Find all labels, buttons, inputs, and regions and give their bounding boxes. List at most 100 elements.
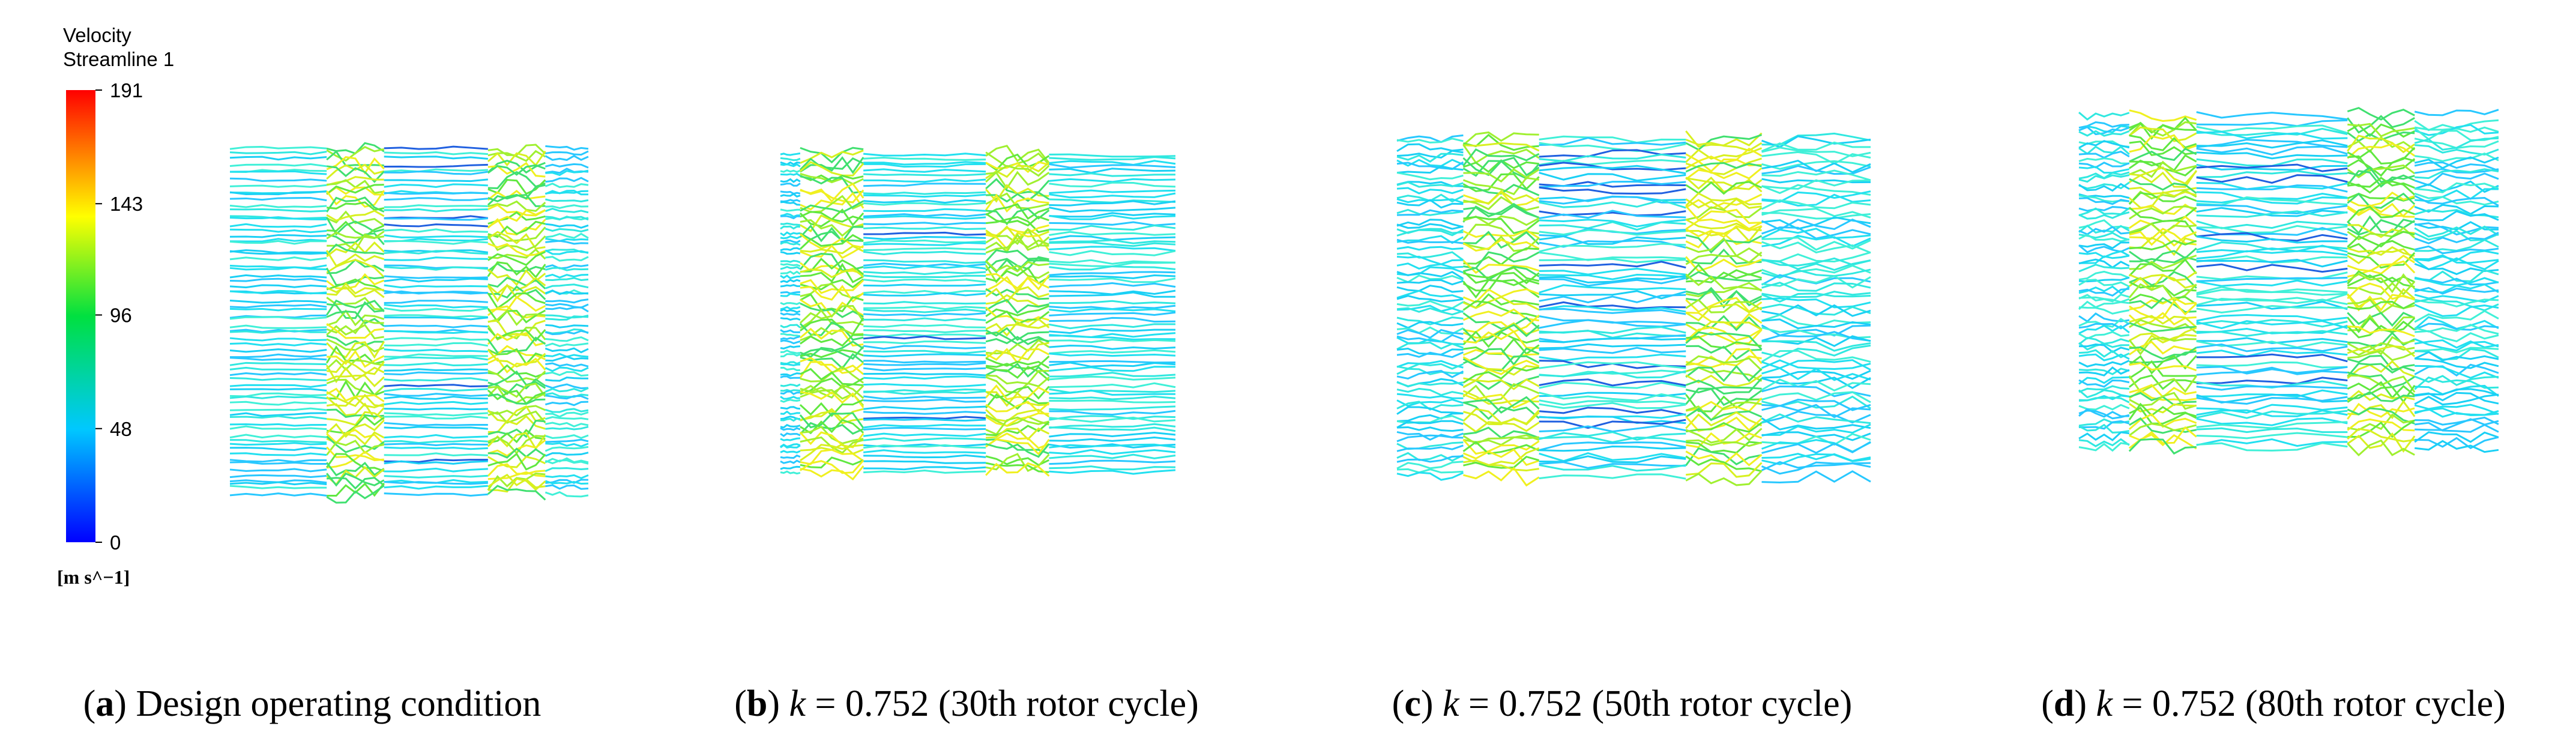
streamline [863, 443, 986, 448]
streamline [2078, 296, 2130, 303]
streamline [545, 442, 589, 447]
streamline [863, 340, 986, 345]
streamline [326, 163, 385, 180]
streamline [2347, 155, 2416, 172]
streamline [985, 336, 1049, 345]
streamline [1463, 459, 1539, 472]
streamline [1396, 235, 1464, 244]
streamline [1761, 370, 1871, 380]
streamline [1049, 415, 1176, 421]
streamline [1049, 372, 1176, 378]
streamline [1049, 323, 1176, 330]
caption-part: c [1404, 683, 1421, 724]
streamline [229, 439, 327, 444]
streamline [229, 377, 327, 381]
streamline [1396, 351, 1464, 358]
streamline [229, 304, 327, 309]
streamline [487, 164, 546, 176]
streamline [2415, 422, 2499, 433]
streamline [2347, 115, 2415, 134]
streamline [800, 262, 864, 283]
streamline [799, 304, 864, 324]
streamline [1049, 172, 1176, 177]
streamline [2128, 283, 2197, 302]
streamline [1539, 251, 1686, 261]
streamline [2129, 240, 2197, 250]
streamline [2129, 346, 2197, 360]
streamline [1049, 225, 1176, 231]
streamline [780, 263, 801, 267]
streamline [384, 192, 488, 195]
streamline [544, 347, 589, 354]
streamline [1049, 250, 1176, 256]
streamline [1761, 453, 1871, 465]
streamline [863, 329, 986, 333]
streamline [487, 319, 546, 337]
streamline [2196, 442, 2348, 452]
streamline [229, 395, 327, 399]
streamline [2347, 204, 2416, 217]
streamline [2414, 180, 2499, 193]
streamline [800, 302, 864, 318]
streamline [1685, 256, 1763, 273]
streamline [863, 202, 986, 206]
streamline [2078, 234, 2130, 243]
streamline [2347, 136, 2416, 153]
streamline [2196, 330, 2348, 337]
streamline [780, 324, 801, 328]
streamline [2078, 379, 2130, 388]
streamline [487, 261, 546, 279]
streamline [2078, 396, 2130, 404]
streamline [863, 193, 986, 198]
streamline [863, 161, 986, 166]
streamline [1539, 258, 1686, 264]
streamline [800, 444, 864, 462]
streamline [985, 233, 1049, 253]
streamline [1539, 343, 1686, 349]
streamline [544, 457, 589, 464]
streamline [326, 391, 384, 407]
streamline [1049, 192, 1176, 199]
streamline [2196, 111, 2348, 121]
streamline [780, 383, 801, 387]
streamline [780, 329, 800, 333]
streamline [544, 154, 589, 161]
streamline [2078, 174, 2130, 183]
streamline [1685, 355, 1763, 371]
streamline [545, 362, 589, 367]
streamline [985, 412, 1049, 427]
streamline [544, 416, 589, 420]
streamline [2196, 385, 2348, 391]
streamline [487, 410, 546, 424]
caption-part: ) [1421, 683, 1443, 724]
streamline [1539, 392, 1686, 402]
streamline [1049, 200, 1176, 207]
streamline [780, 450, 801, 454]
streamline [1462, 312, 1540, 330]
streamline [2414, 137, 2499, 151]
streamline [384, 275, 488, 279]
streamline [229, 204, 327, 208]
streamline [863, 247, 986, 252]
streamline [1396, 434, 1464, 443]
streamline [780, 390, 800, 395]
streamline [2347, 439, 2415, 457]
streamline [229, 330, 327, 334]
streamline [2196, 343, 2348, 352]
streamline [229, 342, 327, 346]
streamline [1396, 150, 1464, 159]
streamline [863, 301, 986, 305]
streamline [2078, 360, 2130, 367]
streamline [1539, 181, 1686, 189]
streamline [545, 377, 589, 382]
streamline [2129, 228, 2197, 246]
caption: (a) Design operating condition [83, 683, 541, 724]
streamline [863, 372, 986, 377]
streamline [986, 339, 1050, 355]
streamline [229, 274, 327, 279]
streamline [2129, 297, 2197, 310]
streamline [863, 383, 986, 388]
streamline [325, 461, 385, 477]
streamline [545, 395, 589, 400]
streamline [1396, 326, 1464, 335]
